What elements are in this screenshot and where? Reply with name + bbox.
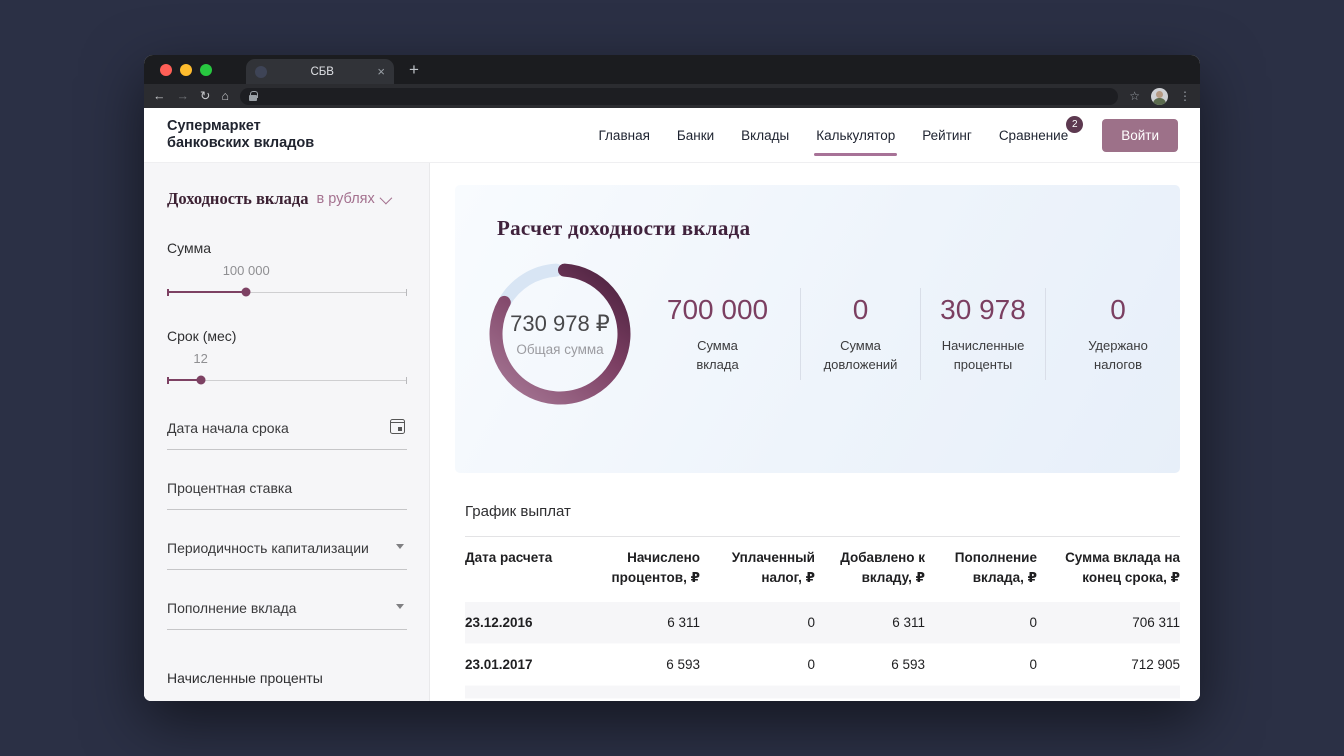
amount-slider[interactable] — [167, 286, 407, 298]
dropdown-arrow-icon — [396, 544, 404, 549]
col-added: Добавлено к вкладу, ₽ — [840, 550, 925, 586]
nav-item-reyting[interactable]: Рейтинг — [922, 127, 972, 143]
lock-icon — [249, 91, 259, 101]
calculator-sidebar: Доходность вклада в рублях Сумма 100 000 — [144, 163, 430, 701]
browser-tab-bar: СБВ × + — [144, 55, 1200, 84]
stat-withheld-taxes: 0 Удержано налогов — [1045, 287, 1190, 381]
bookmark-star-icon[interactable]: ☆ — [1129, 89, 1140, 103]
term-label: Срок (мес) — [167, 328, 237, 344]
table-row: 23.01.2017 6 593 0 6 593 0 712 905 — [465, 643, 1180, 685]
nav-item-sravnenie[interactable]: Сравнение 2 — [999, 115, 1084, 143]
amount-label: Сумма — [167, 240, 211, 256]
page-content: Супермаркет банковских вкладов Главная Б… — [144, 108, 1200, 701]
main-nav: Главная Банки Вклады Калькулятор Рейтинг… — [598, 115, 1084, 156]
total-donut-chart: 730 978 ₽ Общая сумма — [485, 259, 635, 409]
donut-svg — [489, 263, 631, 405]
term-slider[interactable] — [167, 374, 407, 386]
replenishment-select[interactable]: Пополнение вклада — [167, 600, 407, 630]
browser-tab[interactable]: СБВ × — [246, 59, 394, 84]
interest-options-label: Начисленные проценты — [167, 670, 323, 686]
site-header: Супермаркет банковских вкладов Главная Б… — [144, 108, 1200, 163]
schedule-title: График выплат — [465, 503, 571, 520]
nav-item-banki[interactable]: Банки — [676, 127, 715, 143]
stat-accrued-interest: 30 978 Начисленные проценты — [920, 287, 1045, 381]
term-value: 12 — [193, 351, 208, 366]
col-accrued: Начислено процентов, ₽ — [611, 550, 700, 586]
term-slider-handle[interactable] — [196, 375, 206, 385]
col-tax: Уплаченный налог, ₽ — [731, 550, 815, 586]
tab-close-icon[interactable]: × — [377, 64, 385, 79]
stat-additions-sum: 0 Сумма довложений — [800, 287, 920, 381]
site-logo[interactable]: Супермаркет банковских вкладов — [167, 117, 315, 151]
col-replenishment: Пополнение вклада, ₽ — [954, 550, 1037, 586]
amount-value: 100 000 — [222, 263, 270, 278]
reload-icon[interactable]: ↻ — [200, 88, 211, 103]
browser-window: СБВ × + ← → ↻ ⌂ ☆ ⋮ Супермаркет банковск… — [144, 55, 1200, 701]
term-group: Срок (мес) 12 — [167, 328, 407, 390]
home-icon[interactable]: ⌂ — [221, 88, 230, 103]
login-button[interactable]: Войти — [1102, 118, 1178, 152]
address-bar[interactable] — [240, 87, 1119, 105]
close-window-icon[interactable] — [160, 64, 172, 76]
tab-title: СБВ — [310, 65, 334, 78]
result-stats: 700 000 Сумма вклада 0 Сумма довложений … — [635, 287, 1190, 381]
start-date-field[interactable]: Дата начала срока — [167, 419, 407, 450]
minimize-window-icon[interactable] — [180, 64, 192, 76]
maximize-window-icon[interactable] — [200, 64, 212, 76]
comparison-count-badge: 2 — [1066, 115, 1084, 133]
table-row: 23.12.2016 6 311 0 6 311 0 706 311 — [465, 601, 1180, 643]
total-sum-value: 730 978 ₽ — [510, 311, 610, 336]
nav-item-glavnaya[interactable]: Главная — [598, 127, 650, 143]
calendar-icon[interactable] — [390, 419, 405, 434]
browser-toolbar: ← → ↻ ⌂ ☆ ⋮ — [144, 84, 1200, 108]
window-controls — [144, 64, 222, 84]
sidebar-title: Доходность вклада в рублях — [167, 189, 407, 209]
stat-deposit-sum: 700 000 Сумма вклада — [666, 293, 769, 372]
forward-icon[interactable]: → — [176, 88, 190, 103]
panel-title: Расчет доходности вклада — [497, 216, 751, 240]
amount-group: Сумма 100 000 — [167, 240, 407, 302]
tab-favicon — [255, 65, 267, 78]
table-header-row: Дата расчета Начислено процентов, ₽ Упла… — [465, 536, 1180, 602]
nav-item-vklady[interactable]: Вклады — [741, 127, 790, 143]
back-icon[interactable]: ← — [153, 88, 166, 103]
profile-avatar[interactable] — [1151, 87, 1168, 105]
currency-selector[interactable]: в рублях — [317, 191, 393, 207]
nav-item-kalkulyator[interactable]: Калькулятор — [814, 127, 898, 156]
col-date: Дата расчета — [465, 550, 553, 565]
browser-menu-icon[interactable]: ⋮ — [1179, 89, 1191, 103]
calculation-panel: Расчет доходности вклада — [455, 185, 1180, 473]
dropdown-arrow-icon — [396, 604, 404, 609]
capitalization-period-select[interactable]: Периодичность капитализации — [167, 540, 407, 570]
chevron-down-icon — [379, 191, 393, 204]
amount-slider-handle[interactable] — [241, 287, 251, 297]
payments-table: Дата расчета Начислено процентов, ₽ Упла… — [465, 536, 1180, 699]
total-sum-caption: Общая сумма — [516, 342, 604, 357]
col-end-sum: Сумма вклада на конец срока, ₽ — [1065, 550, 1180, 586]
table-row-partial — [465, 685, 1180, 698]
new-tab-button[interactable]: + — [409, 60, 419, 79]
interest-rate-field[interactable]: Процентная ставка — [167, 480, 407, 510]
main-area: Расчет доходности вклада — [430, 163, 1200, 701]
